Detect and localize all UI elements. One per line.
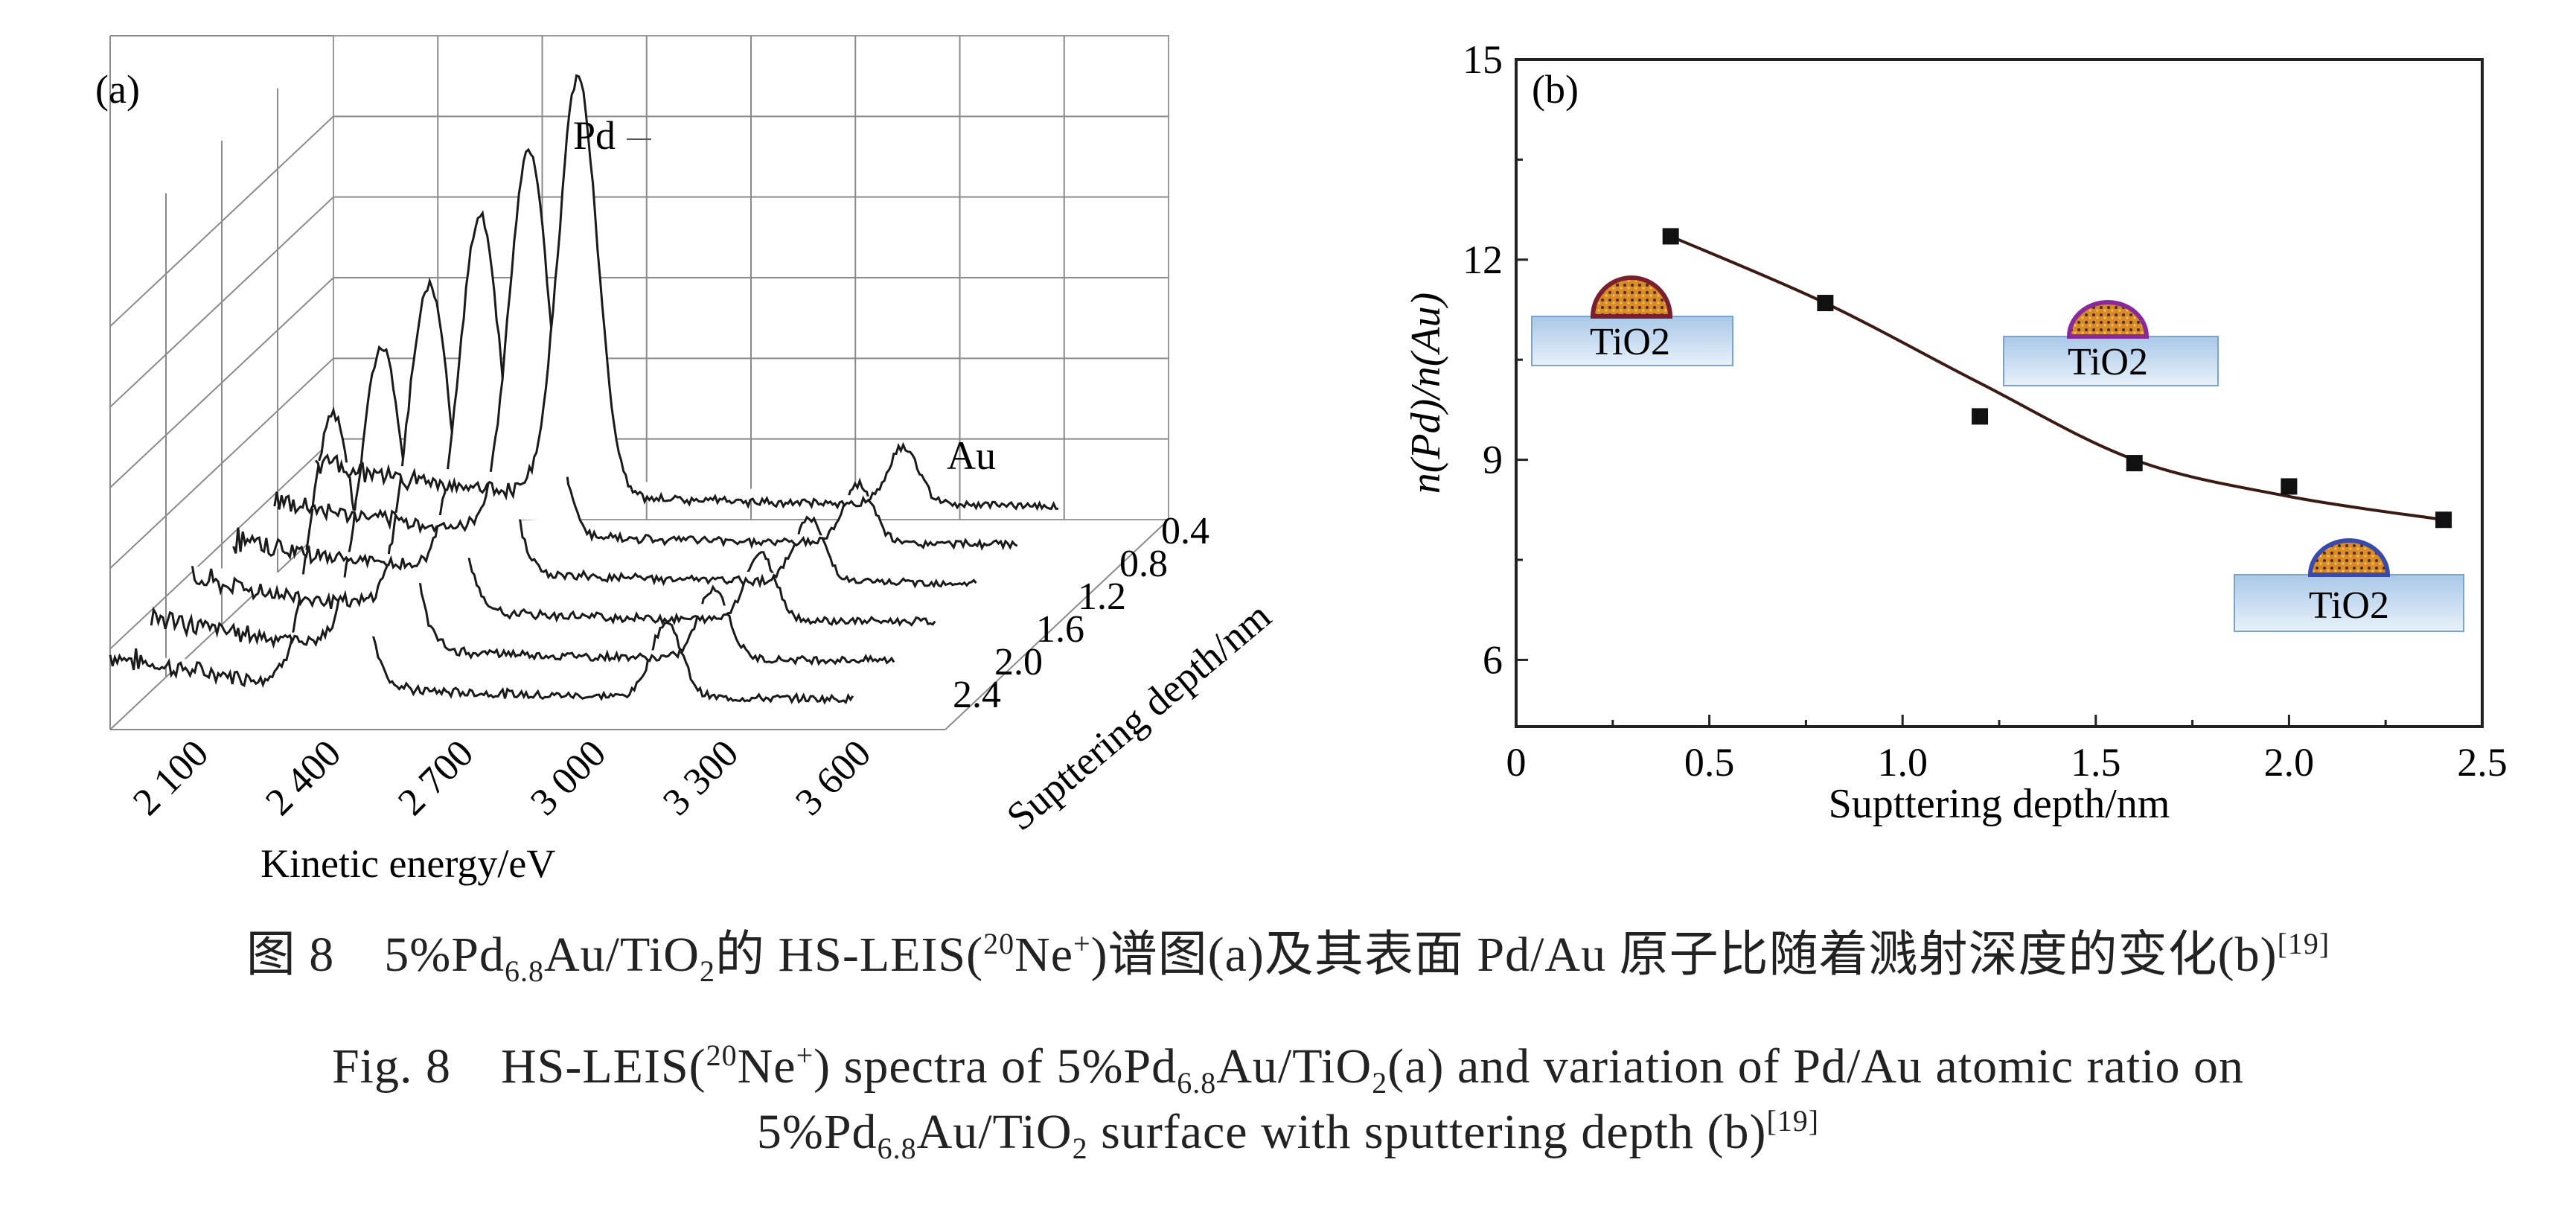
x-tick-labels-b: 0 0.5 1.0 1.5 2.0 2.5 — [1506, 740, 2508, 785]
figure: (a) Pd Au 2 100 2 400 2 700 3 000 3 300 3 600… — [95, 35, 2508, 886]
x-tick-label-a: 2 700 — [390, 732, 482, 823]
y-tick-label-b: 12 — [1463, 237, 1503, 282]
y-tick-label-b: 9 — [1483, 438, 1503, 482]
depth-tick-label: 2.4 — [953, 674, 1001, 716]
panel-label-a: (a) — [95, 67, 140, 112]
y-tick-label-b: 15 — [1463, 37, 1503, 82]
caption-english-line-1: Fig. 8 HS-LEIS(20Ne+) spectra of 5%Pd6.8… — [331, 1039, 2245, 1100]
x-tick-label-a: 3 300 — [655, 732, 747, 823]
depth-tick-label: 1.6 — [1036, 608, 1084, 651]
data-points — [1662, 228, 2452, 529]
inset-label-1: TiO2 — [1590, 321, 1670, 363]
x-tick-label-b: 2.0 — [2264, 740, 2315, 785]
x-tick-labels-a: 2 100 2 400 2 700 3 000 3 300 3 600 — [125, 732, 879, 823]
x-tick-label-b: 2.5 — [2457, 740, 2508, 785]
depth-tick-label: 1.2 — [1078, 575, 1126, 618]
data-point — [1972, 408, 1989, 425]
spectrum-line — [150, 345, 895, 666]
panel-a: (a) Pd Au 2 100 2 400 2 700 3 000 3 300 3 600… — [95, 35, 1279, 886]
depth-tick-labels: 0.40.81.21.62.02.4 — [953, 510, 1209, 716]
data-point — [2281, 478, 2298, 495]
x-axis-label-b: Supttering depth/nm — [1829, 781, 2170, 827]
y-tick-label-b: 6 — [1483, 637, 1503, 682]
x-tick-label-b: 1.5 — [2071, 740, 2121, 785]
spectra-waterfall — [109, 74, 1058, 705]
x-tick-label-b: 1.0 — [1877, 740, 1928, 785]
panel-b: 0 0.5 1.0 1.5 2.0 2.5 6 9 12 15 (b) Supttering d… — [1403, 37, 2508, 827]
depth-tick-label: 2.0 — [994, 641, 1043, 683]
x-tick-label-a: 3 600 — [787, 732, 879, 823]
spectrum-line — [273, 147, 1018, 551]
inset-tio2-2: TiO2 — [2003, 300, 2219, 386]
caption-english-line-2: 5%Pd6.8Au/TiO2 surface with sputtering d… — [756, 1104, 1820, 1166]
depth-tick-label: 0.8 — [1119, 543, 1168, 585]
x-axis-label-a: Kinetic energy/eV — [261, 841, 555, 886]
inset-label-3: TiO2 — [2309, 584, 2389, 627]
data-point — [1817, 295, 1834, 312]
axis-ticks-b — [1515, 58, 2484, 727]
peak-label-pd: Pd — [573, 113, 616, 158]
panel-label-b: (b) — [1532, 67, 1579, 112]
depth-tick-label: 0.4 — [1161, 510, 1209, 552]
spectrum-line — [109, 406, 854, 705]
x-tick-label-a: 2 400 — [258, 732, 349, 823]
data-point — [1662, 228, 1679, 245]
inset-label-2: TiO2 — [2068, 341, 2148, 383]
data-point — [2435, 511, 2452, 529]
x-tick-label-a: 3 000 — [522, 732, 614, 823]
x-tick-label-b: 0.5 — [1684, 740, 1735, 785]
x-tick-label-b: 0 — [1506, 740, 1527, 785]
x-tick-label-a: 2 100 — [125, 732, 217, 823]
spectrum-line — [314, 74, 1058, 511]
inset-tio2-1: TiO2 — [1531, 275, 1733, 366]
data-point — [2126, 455, 2143, 472]
inset-tio2-3: TiO2 — [2234, 538, 2464, 632]
fit-curve — [1669, 235, 2444, 522]
y-tick-labels-b: 6 9 12 15 — [1463, 37, 1503, 682]
y-axis-label-b: n(Pd)/n(Au) — [1403, 293, 1449, 494]
spectrum-line — [191, 277, 936, 627]
peak-label-au: Au — [947, 433, 996, 478]
floor-right — [945, 519, 1169, 730]
caption-chinese: 图 8 5%Pd6.8Au/TiO2的 HS-LEIS(20Ne+)谱图(a)及… — [246, 927, 2330, 989]
spectrum-line — [232, 210, 977, 589]
